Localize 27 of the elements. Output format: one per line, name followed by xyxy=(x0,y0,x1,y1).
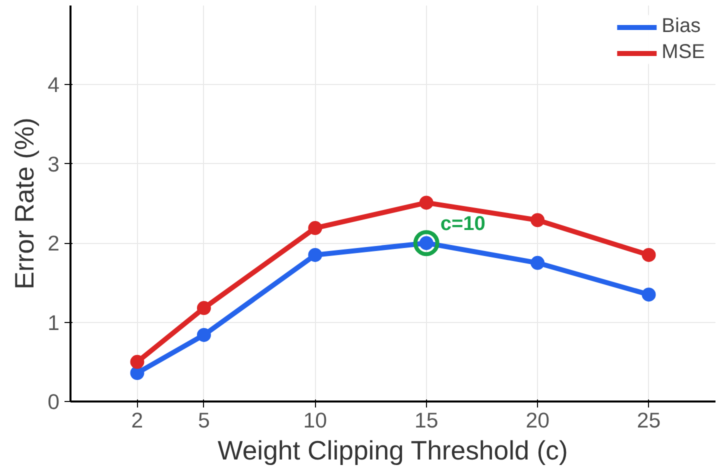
x-axis-title: Weight Clipping Threshold (c) xyxy=(218,436,568,466)
y-axis-title: Error Rate (%) xyxy=(10,118,40,290)
x-tick-label: 20 xyxy=(526,408,550,432)
x-tick-label: 2 xyxy=(131,408,144,432)
point xyxy=(642,288,656,302)
y-tick-label: 4 xyxy=(48,73,60,98)
annotation: c=10 xyxy=(440,213,486,236)
point xyxy=(308,248,322,262)
y-tick-label: 1 xyxy=(48,310,60,335)
x-tick-label: 15 xyxy=(414,408,438,432)
legend-label: Bias xyxy=(662,15,701,38)
x-tick-label: 5 xyxy=(198,408,210,432)
point xyxy=(308,221,322,236)
x-tick-label: 10 xyxy=(303,408,328,432)
y-tick-label: 2 xyxy=(48,232,60,256)
point xyxy=(642,248,656,262)
point xyxy=(530,256,545,270)
point xyxy=(130,366,144,380)
legend-label: MSE xyxy=(662,41,705,64)
y-tick-label: 3 xyxy=(48,152,60,176)
point xyxy=(419,196,434,210)
point xyxy=(530,213,545,228)
point xyxy=(196,328,211,342)
x-tick-label: 25 xyxy=(636,408,661,432)
y-tick-label: 0 xyxy=(48,390,60,414)
point xyxy=(130,354,144,369)
point xyxy=(196,301,211,316)
